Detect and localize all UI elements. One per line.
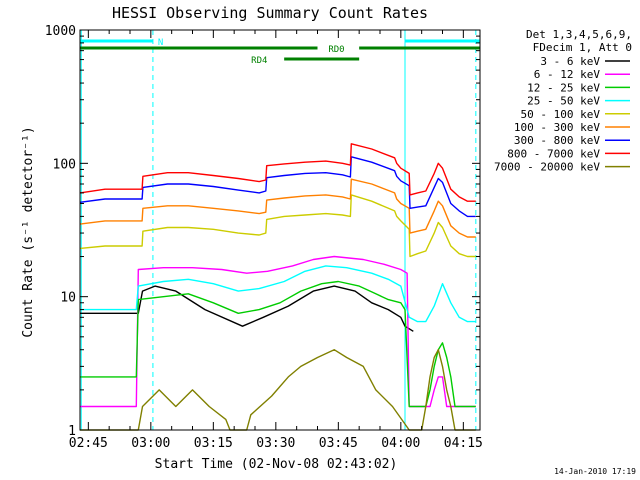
legend-label-3: 12 - 25 keV xyxy=(527,81,600,94)
series-line-8 xyxy=(79,143,476,202)
y-tick-label: 100 xyxy=(53,157,76,172)
series-line-2 xyxy=(80,255,476,408)
legend-label-4: 25 - 50 keV xyxy=(527,95,600,108)
legend-label-7: 300 - 800 keV xyxy=(514,134,600,147)
plot-layer: N RD0 RD4 xyxy=(79,30,480,431)
x-tick-label: 04:15 xyxy=(444,436,483,451)
y-axis-label: Count Rate (s⁻¹ detector⁻¹) xyxy=(21,126,36,337)
series-line-4 xyxy=(80,265,476,323)
series-line-5 xyxy=(79,194,476,258)
series-line-6 xyxy=(79,178,476,238)
x-tick-label: 03:45 xyxy=(319,436,358,451)
frame-layer: 1 10 100 1000 02:45 03:00 03:15 03:30 03:45 04:00… xyxy=(45,24,483,451)
legend-label-6: 100 - 300 keV xyxy=(514,121,600,134)
legend: Det 1,3,4,5,6,9,FDecim 1, Att 03 - 6 keV… xyxy=(494,28,632,174)
chart-title: HESSI Observing Summary Count Rates xyxy=(112,4,428,22)
legend-label-5: 50 - 100 keV xyxy=(521,108,601,121)
legend-label-1: 3 - 6 keV xyxy=(540,55,600,68)
footer-timestamp: 14-Jan-2010 17:19 xyxy=(554,467,636,476)
status-bar-label-rd0: RD0 xyxy=(328,45,344,55)
legend-label-8: 800 - 7000 keV xyxy=(507,147,600,160)
x-tick-label: 03:15 xyxy=(194,436,233,451)
status-bar-label-n: N xyxy=(158,38,163,48)
y-tick-label: 1 xyxy=(68,424,76,439)
x-tick-label: 03:00 xyxy=(131,436,170,451)
y-tick-label: 1000 xyxy=(45,24,76,39)
x-tick-label: 04:00 xyxy=(381,436,420,451)
series-line-1 xyxy=(80,285,414,332)
legend-header-line-1: Det 1,3,4,5,6,9, xyxy=(526,28,632,41)
x-tick-label: 03:30 xyxy=(256,436,295,451)
x-axis-label: Start Time (02-Nov-08 02:43:02) xyxy=(155,457,398,472)
plot-frame xyxy=(79,29,481,431)
series-line-9 xyxy=(80,349,476,431)
status-bar-label-rd4: RD4 xyxy=(251,56,267,66)
x-tick-label: 02:45 xyxy=(69,436,108,451)
legend-label-9: 7000 - 20000 keV xyxy=(494,161,600,174)
series-line-7 xyxy=(79,156,476,218)
legend-header-line-2: FDecim 1, Att 0 xyxy=(533,41,632,54)
y-tick-label: 10 xyxy=(60,291,76,306)
legend-label-2: 6 - 12 keV xyxy=(534,68,601,81)
series-line-3 xyxy=(80,280,476,408)
